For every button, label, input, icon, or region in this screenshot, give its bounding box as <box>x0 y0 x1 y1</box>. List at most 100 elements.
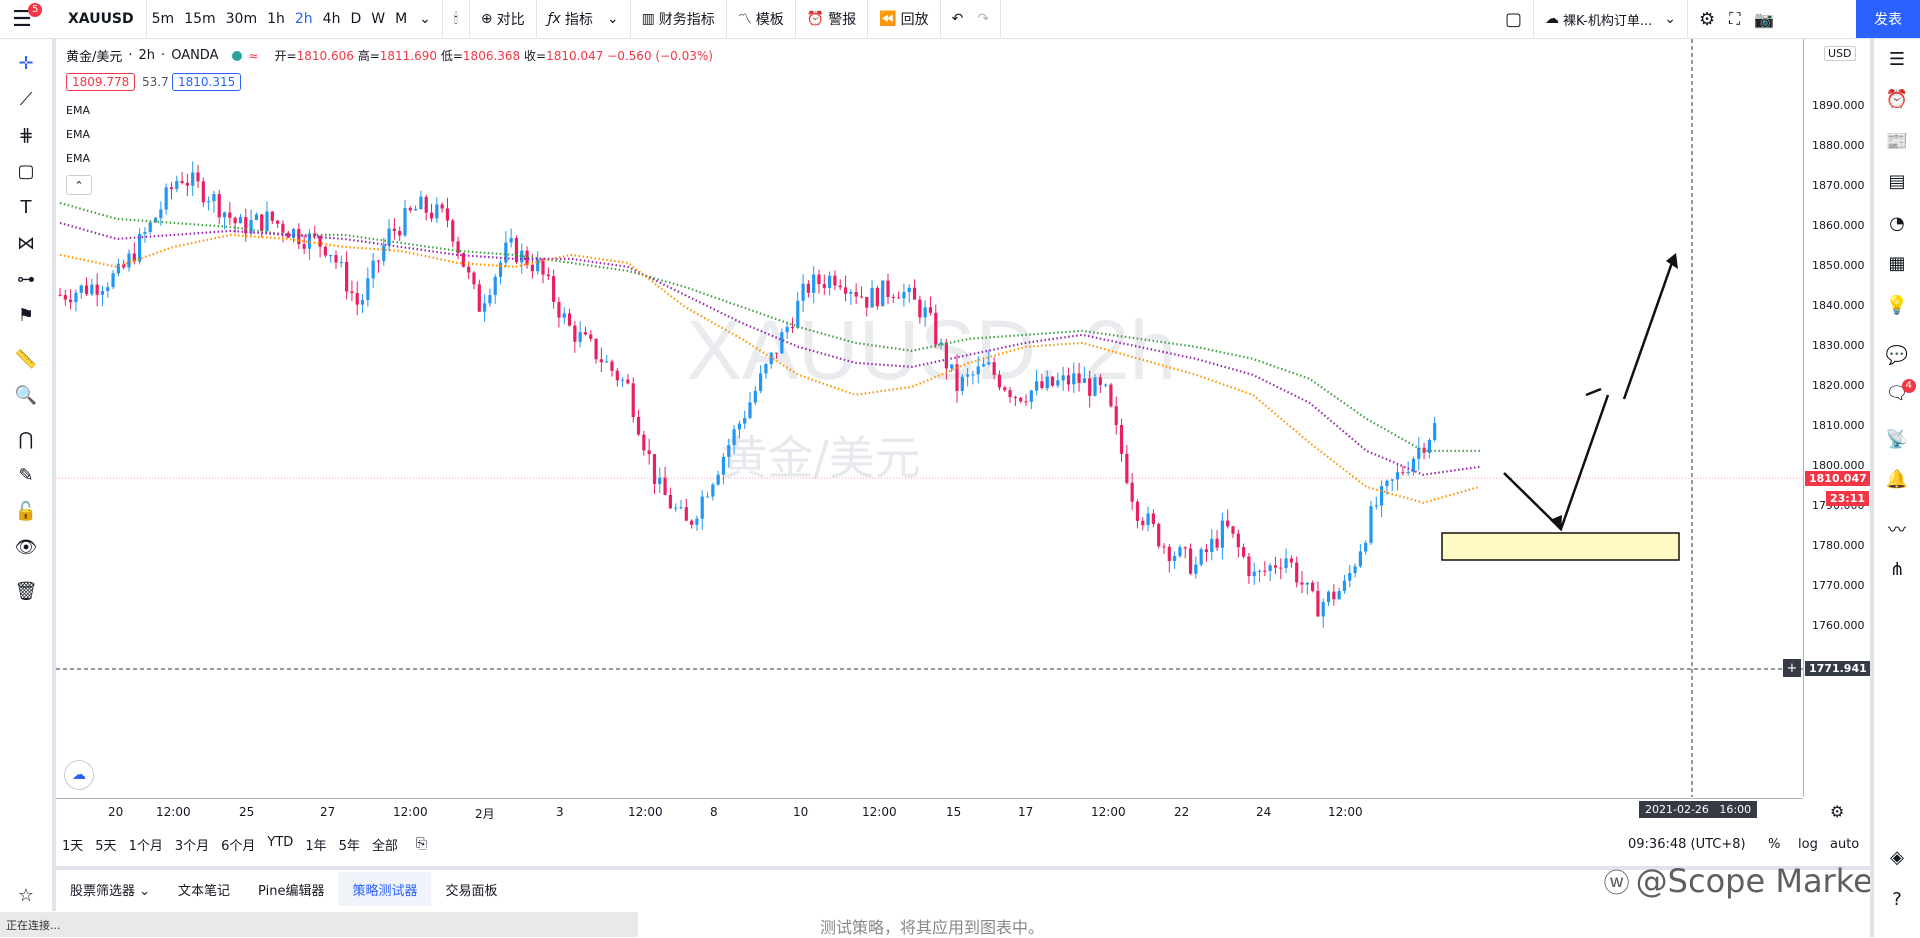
tab-1[interactable]: 文本笔记 <box>178 883 231 899</box>
trendline-icon[interactable]: ⟋ <box>19 88 33 110</box>
interval-W[interactable]: W <box>371 11 386 27</box>
tab-0[interactable]: 股票筛选器 ⌄ <box>70 883 151 899</box>
undo-button[interactable]: ↶ <box>945 0 971 38</box>
ideas-icon[interactable]: 💡 <box>1885 294 1909 316</box>
ema-label-2[interactable]: EMA <box>66 128 90 141</box>
templates-button[interactable]: 〽模板 <box>731 0 791 38</box>
range-1年[interactable]: 1年 <box>305 838 327 854</box>
candle-body <box>1151 513 1155 524</box>
icons-tool-icon[interactable]: ⚑ <box>17 304 35 326</box>
candle-body <box>445 208 450 221</box>
interval-15m[interactable]: 15m <box>184 11 216 27</box>
hotlist-icon[interactable]: ◔ <box>1889 212 1905 234</box>
wave-chart-icon[interactable]: 〰 <box>1888 520 1906 541</box>
range-1个月[interactable]: 1个月 <box>128 838 163 854</box>
star-icon[interactable]: ☆ <box>17 884 35 906</box>
candle-body <box>785 327 789 333</box>
notes-icon[interactable]: ▤ <box>1888 170 1906 192</box>
price-axis[interactable]: USD 1890.000 1880.000 1870.000 1860.000 1850… <box>1803 39 1872 797</box>
chart-type-button[interactable]: 🕯 <box>447 0 465 38</box>
financials-button[interactable]: ▥ 财务指标 <box>641 11 715 28</box>
chat-icon[interactable]: 💬 <box>1885 344 1909 366</box>
fullscreen-button[interactable]: ⛶ <box>1722 0 1747 38</box>
indicators-button[interactable]: ƒx 指标 ⌄ <box>547 11 619 28</box>
price-chart[interactable]: XAUUSD, 2h 黄金/美元 <box>56 39 1803 797</box>
trash-icon[interactable]: 🗑 <box>14 580 38 602</box>
watchlist-icon[interactable]: ☰ <box>1888 48 1906 70</box>
broadcast-icon[interactable]: 📡 <box>1885 428 1909 450</box>
bell-icon[interactable]: 🔔 <box>1885 468 1909 490</box>
zoom-icon[interactable]: 🔍 <box>14 384 38 406</box>
currency-label[interactable]: USD <box>1824 46 1856 61</box>
tab-3[interactable]: 策略测试器 <box>338 872 432 906</box>
fib-icon[interactable]: ⋕ <box>18 124 34 146</box>
network-icon[interactable]: ⋔ <box>1889 558 1905 580</box>
candle-body <box>716 474 720 485</box>
help-icon[interactable]: ? <box>1892 888 1902 910</box>
interval-1h[interactable]: 1h <box>267 11 285 27</box>
rectangle-tool-icon[interactable]: ▢ <box>17 160 35 182</box>
publish-button[interactable]: 发表 <box>1856 0 1920 38</box>
crosshair-icon[interactable]: ✛ <box>18 52 34 74</box>
redo-button[interactable]: ↷ <box>970 0 996 38</box>
ruler-icon[interactable]: 📏 <box>14 348 38 370</box>
range-5年[interactable]: 5年 <box>338 838 360 854</box>
range-全部[interactable]: 全部 <box>371 838 398 854</box>
settings-button[interactable]: ⚙ <box>1692 0 1722 38</box>
snapshot-button[interactable]: 📷 <box>1747 0 1781 38</box>
legend-title[interactable]: 黄金/美元 <box>66 50 123 65</box>
add-plus-icon[interactable]: + <box>1783 659 1801 677</box>
range-6个月[interactable]: 6个月 <box>221 838 256 854</box>
tab-4[interactable]: 交易面板 <box>445 883 498 899</box>
projection-arrow-1[interactable] <box>1503 394 1610 532</box>
candles-icon: 🕯 <box>453 11 458 27</box>
ema-label-3[interactable]: EMA <box>66 152 90 165</box>
interval-4h[interactable]: 4h <box>322 11 341 27</box>
lock-icon[interactable]: 🔓 <box>14 500 38 522</box>
layers-icon[interactable]: ◈ <box>1890 846 1904 868</box>
eye-icon[interactable]: 👁 <box>14 536 38 558</box>
ask-price-box[interactable]: 1810.315 <box>172 73 242 91</box>
range-3个月[interactable]: 3个月 <box>174 838 210 854</box>
pencil-lock-icon[interactable]: ✎ <box>18 464 34 486</box>
goto-date-icon[interactable]: ⎘ <box>415 836 428 852</box>
axis-settings-icon[interactable]: ⚙ <box>1830 802 1845 821</box>
percent-toggle[interactable]: % <box>1768 836 1781 852</box>
interval-30m[interactable]: 30m <box>225 11 258 27</box>
range-YTD[interactable]: YTD <box>267 834 294 850</box>
replay-button[interactable]: ⏪ 回放 <box>879 11 929 28</box>
bid-price-box[interactable]: 1809.778 <box>66 73 136 91</box>
candle-body <box>345 261 349 292</box>
demand-zone[interactable] <box>1441 532 1680 561</box>
text-tool-icon[interactable]: T <box>20 196 32 218</box>
time-axis[interactable]: 20 12:00 25 27 12:00 2月 3 12:00 8 10 12:00 15 17 12:0… <box>56 798 1803 825</box>
symbol-search[interactable]: XAUUSD <box>44 0 147 38</box>
auto-toggle[interactable]: auto <box>1830 836 1860 852</box>
magnet-icon[interactable]: ⋂ <box>18 428 34 450</box>
tab-2[interactable]: Pine编辑器 <box>258 883 325 899</box>
interval-D[interactable]: D <box>350 11 362 27</box>
clock[interactable]: 09:36:48 (UTC+8) <box>1628 836 1746 852</box>
calendar-icon[interactable]: ▦ <box>1888 252 1906 274</box>
interval-M[interactable]: M <box>395 11 408 27</box>
range-1天[interactable]: 1天 <box>62 838 84 854</box>
compare-button[interactable]: ⊕ 对比 <box>480 11 525 28</box>
interval-5m[interactable]: 5m <box>151 11 175 27</box>
legend-collapse-button[interactable]: ⌃ <box>66 175 92 195</box>
alert-button[interactable]: ⏰ 警报 <box>806 11 857 28</box>
layout-select-button[interactable]: ▢ <box>1498 0 1529 38</box>
pattern-icon[interactable]: ⋈ <box>17 232 35 254</box>
menu-button[interactable]: ☰ 5 <box>0 0 44 38</box>
ema-label-1[interactable]: EMA <box>66 104 90 117</box>
interval-2h[interactable]: 2h <box>294 11 313 27</box>
news-icon[interactable]: 📰 <box>1885 130 1909 152</box>
layout-name[interactable]: ☁ 裸K-机构订单... ⌄ <box>1545 11 1676 29</box>
alarm-clock-icon[interactable]: ⏰ <box>1885 88 1909 110</box>
chevron-down-icon[interactable]: ⌄ <box>419 11 431 27</box>
projection-arrow-2[interactable] <box>1622 256 1676 400</box>
candles <box>58 161 1437 628</box>
tradingview-logo-icon[interactable]: ☁ <box>64 760 94 790</box>
forecast-icon[interactable]: ⊶ <box>17 268 35 290</box>
log-toggle[interactable]: log <box>1798 836 1818 852</box>
range-5天[interactable]: 5天 <box>95 838 117 854</box>
